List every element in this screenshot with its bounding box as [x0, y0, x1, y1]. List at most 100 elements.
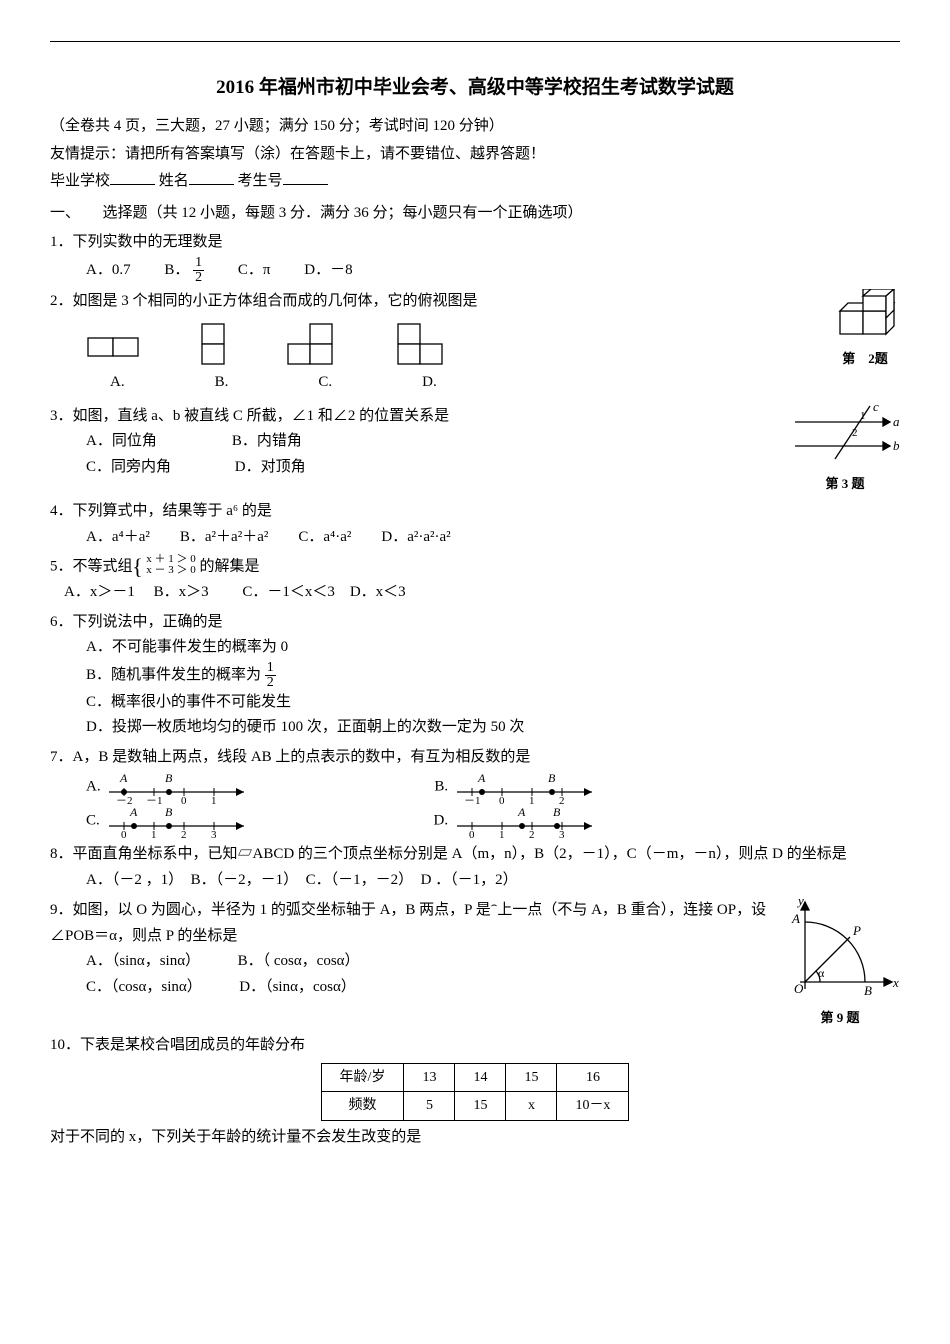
q2-label-d: D.	[422, 370, 437, 396]
svg-text:0: 0	[469, 829, 475, 838]
svg-text:O: O	[794, 981, 804, 996]
q7-opt-b: B. AB －1012	[434, 770, 602, 804]
school-label: 毕业学校	[50, 173, 110, 189]
q9-opt-c: C．（cosα，sinα）	[86, 979, 194, 995]
svg-text:－1: －1	[146, 795, 163, 804]
q2-figure: 第 2题	[830, 289, 900, 371]
q6-opt-a: A．不可能事件发生的概率为 0	[50, 635, 900, 661]
q2-opt-c-icon	[280, 320, 350, 370]
svg-text:A: A	[791, 911, 800, 926]
q2-caption: 第 2题	[830, 348, 900, 370]
svg-text:1: 1	[211, 795, 217, 804]
table-cell: 13	[404, 1063, 455, 1092]
svg-text:0: 0	[499, 795, 505, 804]
question-4: 4．下列算式中，结果等于 a⁶ 的是 A．a⁴＋a² B．a²＋a²＋a² C．…	[50, 499, 900, 550]
q3-opt-b: B．内错角	[232, 433, 302, 449]
q2-label-a: A.	[110, 370, 125, 396]
svg-text:1: 1	[499, 829, 505, 838]
svg-text:2: 2	[852, 427, 858, 439]
q3-figure: a b c 1 2 第 3 题	[790, 404, 900, 496]
q9-caption: 第 9 题	[780, 1007, 900, 1029]
id-blank	[283, 184, 328, 185]
svg-text:2: 2	[529, 829, 535, 838]
svg-text:A: A	[517, 805, 526, 819]
svg-text:A: A	[119, 771, 128, 785]
q5-brace: { x ＋ 1 ＞ 0 x － 3 ＞ 0	[136, 554, 196, 580]
svg-text:1: 1	[529, 795, 535, 804]
svg-text:－2: －2	[116, 795, 133, 804]
q2-label-c: C.	[318, 370, 332, 396]
q2-text: 2．如图是 3 个相同的小正方体组合而成的几何体，它的俯视图是	[50, 289, 900, 315]
svg-text:1: 1	[151, 829, 157, 838]
table-cell: 15	[455, 1092, 506, 1121]
q2-label-b: B.	[215, 370, 229, 396]
table-row: 频数 5 15 x 10－x	[321, 1092, 629, 1121]
svg-text:B: B	[165, 771, 173, 785]
svg-text:B: B	[553, 805, 561, 819]
q9-opt-b: B．（ cosα，cosα）	[238, 953, 360, 969]
q9-text: 9．如图，以 O 为圆心，半径为 1 的弧交坐标轴于 A，B 两点，P 是⌢上一…	[50, 897, 900, 949]
svg-text:b: b	[893, 438, 900, 453]
id-label: 考生号	[238, 173, 283, 189]
table-cell: 年龄/岁	[321, 1063, 404, 1092]
q7-opt-d: D. AB 0123	[434, 804, 602, 838]
q2-opt-d-icon	[390, 320, 460, 370]
q3-opt-d: D．对顶角	[235, 459, 306, 475]
svg-text:3: 3	[559, 829, 565, 838]
svg-text:1: 1	[860, 410, 866, 422]
q1-opt-c: C．π	[238, 262, 271, 278]
q8-opts: A．（－2 ，1） B．（－2，－1） C．（－1，－2） D ．（－1，2）	[50, 868, 900, 894]
q1-opt-a: A．0.7	[86, 262, 131, 278]
svg-text:－1: －1	[464, 795, 481, 804]
q7-line-d: A B 0 1 2 3	[452, 804, 602, 838]
question-3: a b c 1 2 第 3 题 3．如图，直线 a、b 被直线 C 所截，∠1 …	[50, 404, 900, 481]
q5-text: 5．不等式组	[50, 559, 133, 575]
svg-text:2: 2	[181, 829, 187, 838]
question-7: 7．A，B 是数轴上两点，线段 AB 上的点表示的数中，有互为相反数的是 A. …	[50, 745, 900, 839]
subtitle-tip: 友情提示：请把所有答案填写（涂）在答题卡上，请不要错位、越界答题！	[50, 142, 900, 168]
q10-after: 对于不同的 x，下列关于年龄的统计量不会发生改变的是	[50, 1125, 900, 1151]
table-cell: 5	[404, 1092, 455, 1121]
svg-text:B: B	[864, 983, 872, 997]
subtitle-info: （全卷共 4 页，三大题，27 小题；满分 150 分；考试时间 120 分钟）	[50, 114, 900, 140]
table-cell: 10－x	[557, 1092, 629, 1121]
q6-opt-d: D．投掷一枚质地均匀的硬币 100 次，正面朝上的次数一定为 50 次	[50, 715, 900, 741]
svg-text:A: A	[477, 771, 486, 785]
q6-opt-b: B．随机事件发生的概率为 12	[50, 661, 900, 690]
q3-opt-a: A．同位角	[86, 433, 157, 449]
svg-text:a: a	[893, 414, 900, 429]
question-1: 1．下列实数中的无理数是 A．0.7 B． 12 C．π D．－8	[50, 230, 900, 285]
q3-lines-icon: a b c 1 2	[790, 404, 900, 464]
exam-title: 2016 年福州市初中毕业会考、高级中等学校招生考试数学试题	[50, 72, 900, 104]
svg-text:0: 0	[121, 829, 127, 838]
table-cell: 频数	[321, 1092, 404, 1121]
q4-text: 4．下列算式中，结果等于 a⁶ 的是	[50, 499, 900, 525]
student-info-line: 毕业学校 姓名 考生号	[50, 169, 900, 195]
svg-text:B: B	[548, 771, 556, 785]
q3-opt-c: C．同旁内角	[86, 459, 171, 475]
q6-text: 6．下列说法中，正确的是	[50, 610, 900, 636]
table-cell: 16	[557, 1063, 629, 1092]
q9-arc-icon: x y A B P O α	[780, 897, 900, 997]
table-row: 年龄/岁 13 14 15 16	[321, 1063, 629, 1092]
table-cell: 15	[506, 1063, 557, 1092]
q2-solid-icon	[830, 289, 900, 339]
q6-opt-c: C．概率很小的事件不可能发生	[50, 690, 900, 716]
q1-opt-b: B． 12	[164, 262, 204, 278]
section-1-heading: 一、 选择题（共 12 小题，每题 3 分．满分 36 分；每小题只有一个正确选…	[50, 201, 900, 227]
q5-after: 的解集是	[200, 559, 260, 575]
q8-text: 8．平面直角坐标系中，已知▱ABCD 的三个顶点坐标分别是 A（m，n），B（2…	[50, 842, 900, 868]
q9-opt-d: D．（sinα，cosα）	[239, 979, 356, 995]
q10-table: 年龄/岁 13 14 15 16 频数 5 15 x 10－x	[321, 1063, 630, 1122]
q1-opt-d: D．－8	[304, 262, 352, 278]
q7-opt-a: A. AB －2－101	[86, 770, 254, 804]
q9-figure: x y A B P O α 第 9 题	[780, 897, 900, 1029]
question-5: 5．不等式组 { x ＋ 1 ＞ 0 x － 3 ＞ 0 的解集是 A．x＞－1…	[50, 554, 900, 606]
top-divider	[50, 40, 900, 42]
svg-text:α: α	[818, 966, 825, 980]
svg-text:0: 0	[181, 795, 187, 804]
question-9: x y A B P O α 第 9 题 9．如图，以 O 为圆心，半径为 1 的…	[50, 897, 900, 1000]
question-2: 第 2题 2．如图是 3 个相同的小正方体组合而成的几何体，它的俯视图是 A. …	[50, 289, 900, 396]
svg-text:A: A	[129, 805, 138, 819]
question-6: 6．下列说法中，正确的是 A．不可能事件发生的概率为 0 B．随机事件发生的概率…	[50, 610, 900, 741]
